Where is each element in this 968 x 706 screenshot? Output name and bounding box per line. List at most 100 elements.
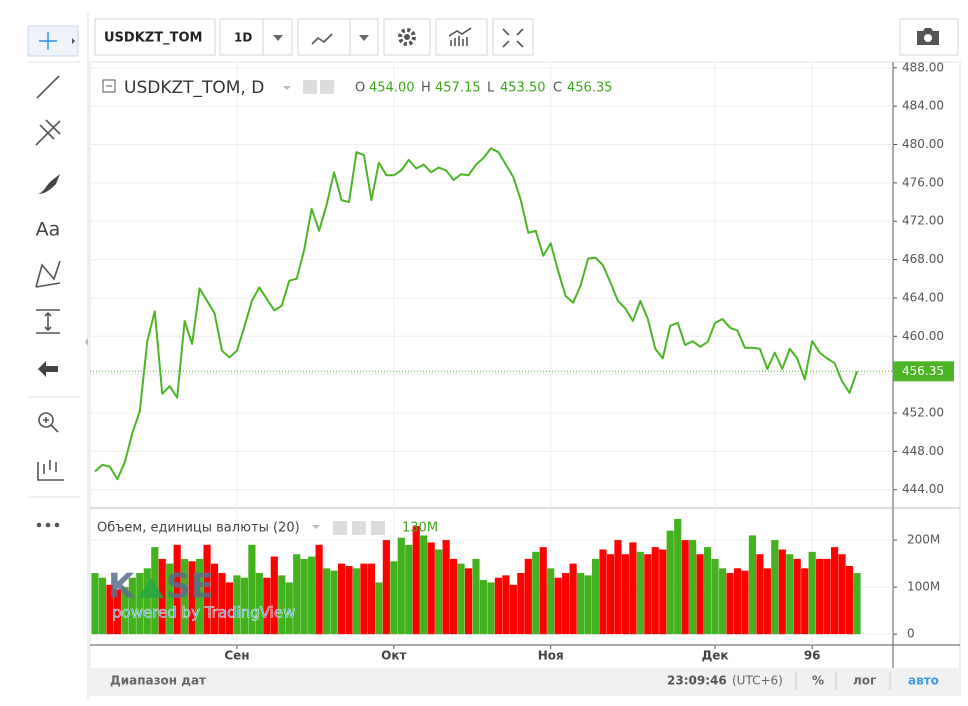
volume-bar [181,558,189,635]
more-tools[interactable] [36,522,60,528]
y-tick-label: 452.00 [902,406,944,420]
y-tick-label: 448.00 [902,444,944,458]
volume-bar [308,556,316,635]
pitchfork-tool[interactable] [35,119,61,146]
measure-tool[interactable] [36,309,60,334]
date-range-button[interactable]: Диапазон дат [110,674,206,688]
visibility-button[interactable] [333,521,347,535]
dropdown-arrow [273,35,283,41]
volume-bar [285,582,293,635]
ohlc-label: L [487,81,495,96]
volume-bar [240,577,248,635]
volume-bar [173,544,181,635]
remove-tool[interactable] [38,361,58,377]
volume-bar [733,568,742,635]
volume-bar [636,551,644,635]
series-legend: USDKZT_TOM, D [102,78,334,98]
volume-bar [196,558,204,635]
volume-bar [442,540,450,635]
volume-bar [255,573,263,635]
volume-bar [718,568,727,635]
volume-bar [375,582,383,635]
visibility-button[interactable] [303,80,317,94]
watermark-logo: K [108,567,136,607]
volume-bar [345,565,353,635]
tool-arrow [72,38,75,44]
volume-bar [210,563,219,635]
volume-pane [91,518,861,635]
volume-bar [450,558,458,635]
x-tick-label: Дек [702,649,729,663]
volume-bar [651,547,659,635]
volume-bar [188,561,196,635]
fullscreen-button[interactable] [492,18,534,56]
pattern-tool[interactable] [35,260,61,288]
brush-tool[interactable] [38,174,60,194]
volume-bar [621,554,629,635]
trendline-tool[interactable] [36,75,60,99]
volume-bar [845,565,854,635]
settings-button[interactable] [352,521,366,535]
volume-bar [838,554,846,635]
volume-bar [263,577,271,635]
measure-bars-tool[interactable] [37,460,64,481]
volume-bar [427,542,435,635]
interval: 1D [234,31,252,45]
text-tool[interactable]: Aa [36,219,61,241]
volume-bar [98,577,107,635]
volume-bar [659,549,667,635]
volume-bar [562,573,570,635]
ohlc-value: 457.15 [435,81,481,96]
crosshair-icon [39,32,57,50]
grid: СенОктНояДек96444.00448.00452.00456.0046… [90,60,944,663]
collapse-handle[interactable] [85,338,88,346]
settings-button[interactable] [320,80,334,94]
volume-bar [106,584,114,635]
chart-type-icon [311,33,333,45]
volume-bar [532,551,540,635]
x-tick-label: 96 [804,649,821,663]
left-toolbar: Aa [27,12,89,700]
volume-bar [704,547,712,635]
settings-icon [398,28,416,46]
last-price-label: 456.35 [902,364,944,378]
volume-bar [121,587,129,635]
ohlc-value: 453.50 [500,81,546,96]
volume-bar [136,573,144,635]
volume-bar [293,554,301,635]
volume-bar [741,570,749,635]
volume-bar [577,573,585,635]
camera-lens [924,34,932,42]
percent-button[interactable]: % [812,674,824,688]
volume-bar [547,568,555,635]
volume-bar [711,558,719,635]
volume-bar [853,573,861,635]
volume-bar [143,568,151,635]
close-button[interactable] [371,521,385,535]
volume-bar [464,568,473,635]
volume-bar [457,563,465,635]
volume-bar [554,577,562,635]
volume-bar [591,558,600,635]
timezone: (UTC+6) [732,674,783,688]
volume-legend: Объем, единицы валюты (20) 130M [97,521,438,536]
volume-bar [524,558,532,635]
volume-bar [599,549,607,635]
log-button[interactable]: лог [853,674,876,688]
watermark: K SE powered by TradingView [108,567,296,622]
volume-bar [509,584,517,635]
zoom-tool[interactable] [38,412,54,428]
volume-bar [674,518,682,635]
fullscreen-icon [502,28,524,48]
indicators-icon [448,27,472,46]
auto-button[interactable]: авто [908,674,939,688]
volume-bar [569,563,577,635]
dropdown-arrow [312,525,320,529]
dropdown-arrow [283,86,291,90]
symbol-box[interactable] [94,18,216,56]
indicators-button[interactable] [435,18,488,56]
x-tick-label: Ноя [538,649,564,663]
volume-last-value: 130M [402,521,438,536]
volume-bar [420,535,428,635]
volume-bar [225,582,234,635]
